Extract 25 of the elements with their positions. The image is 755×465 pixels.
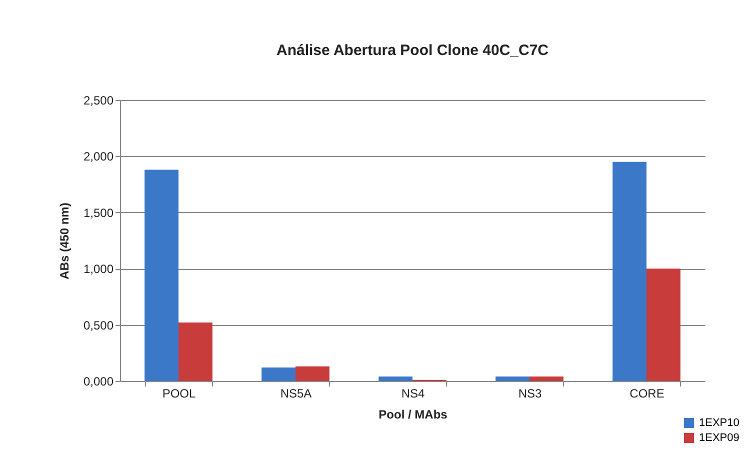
legend-label: 1EXP10 bbox=[699, 417, 740, 429]
bar bbox=[296, 366, 330, 381]
bar bbox=[646, 268, 680, 381]
chart-title: Análise Abertura Pool Clone 40C_C7C bbox=[276, 42, 549, 59]
x-tick-label: NS5A bbox=[280, 386, 312, 400]
y-tick-label: 1,500 bbox=[83, 206, 114, 220]
bar bbox=[262, 368, 296, 381]
x-tick-label: NS4 bbox=[401, 386, 425, 400]
y-tick-label: 1,000 bbox=[83, 262, 114, 276]
bar bbox=[530, 376, 564, 381]
x-tick-label: NS3 bbox=[518, 386, 542, 400]
y-axis-title: ABs (450 nm) bbox=[57, 202, 72, 280]
x-tick-label: CORE bbox=[630, 386, 664, 400]
bar bbox=[378, 376, 412, 381]
bar bbox=[612, 162, 646, 381]
y-tick-label: 2,500 bbox=[83, 94, 114, 108]
y-tick-label: 2,000 bbox=[83, 150, 114, 164]
bar bbox=[144, 170, 178, 381]
y-tick-label: 0,000 bbox=[83, 374, 114, 388]
legend-label: 1EXP09 bbox=[699, 432, 740, 444]
x-axis-title: Pool / MAbs bbox=[378, 408, 448, 422]
bar bbox=[178, 322, 212, 381]
y-tick-label: 0,500 bbox=[83, 318, 114, 332]
bar bbox=[496, 376, 530, 381]
x-tick-label: POOL bbox=[162, 386, 196, 400]
